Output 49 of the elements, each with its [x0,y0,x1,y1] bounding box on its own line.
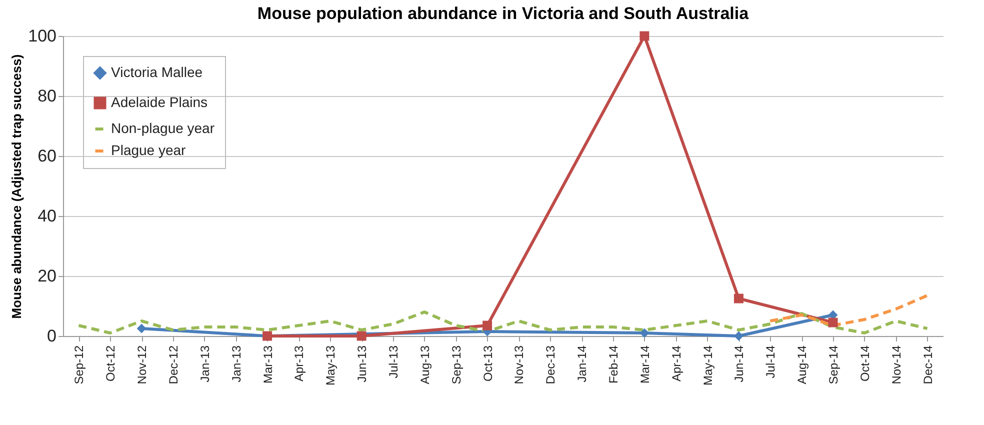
y-tick-label: 60 [38,146,56,166]
x-tick-label: Jan-13 [198,345,212,382]
x-tick-label: Mar-13 [260,345,275,384]
x-tick-label: Sep-13 [449,345,464,384]
y-tick-label: 40 [38,206,56,226]
x-tick-label: Nov-12 [135,345,150,384]
x-tick-label: Nov-14 [889,345,904,384]
point [136,324,146,334]
x-tick-label: Nov-13 [512,345,526,384]
x-tick-label: Jan-14 [575,345,590,382]
y-tick-label: 100 [28,26,56,46]
x-tick-label: Feb-14 [606,345,620,384]
line-series [768,294,929,327]
x-tick-label: Aug-14 [795,345,810,384]
point [640,31,650,41]
legend-label: Victoria Mallee [111,64,203,80]
x-tick-label: Dec-12 [166,345,180,384]
y-tick-label: 0 [47,326,56,346]
x-tick-label: Sep-14 [826,345,840,384]
y-tick-label: 20 [38,266,56,286]
point [734,294,744,304]
x-tick-label: Oct-12 [104,345,118,382]
x-tick-label: May-13 [324,345,338,386]
x-tick-label: Jun-13 [355,345,370,382]
x-tick-label: Apr-13 [292,345,306,382]
x-tick-label: Dec-14 [920,345,935,384]
legend-label: Non-plague year [111,120,215,136]
x-tick-label: Dec-13 [544,345,558,384]
legend-label: Plague year [111,142,186,158]
point [482,320,492,330]
x-tick-label: May-14 [700,345,715,386]
x-tick-label: Jul-13 [386,345,400,378]
y-axis-title: Mouse abundance (Adjusted trap success) [9,54,24,319]
point [828,318,838,328]
x-tick-label: Oct-14 [858,345,872,382]
x-tick-label: Mar-14 [638,345,652,384]
chart-title: Mouse population abundance in Victoria and South Australia [257,4,750,23]
y-tick-label: 80 [38,86,56,106]
point [734,331,744,341]
x-tick-label: Jul-14 [764,345,778,378]
x-tick-label: Jun-14 [732,345,746,382]
x-tick-label: Jan-13 [229,345,244,382]
point [356,331,366,341]
x-tick-label: Aug-13 [418,345,432,384]
x-tick-label: Oct-13 [480,345,495,382]
x-tick-label: Apr-14 [669,345,684,382]
legend-label: Adelaide Plains [111,94,208,110]
x-tick-label: Sep-12 [72,345,86,384]
point [640,328,650,338]
